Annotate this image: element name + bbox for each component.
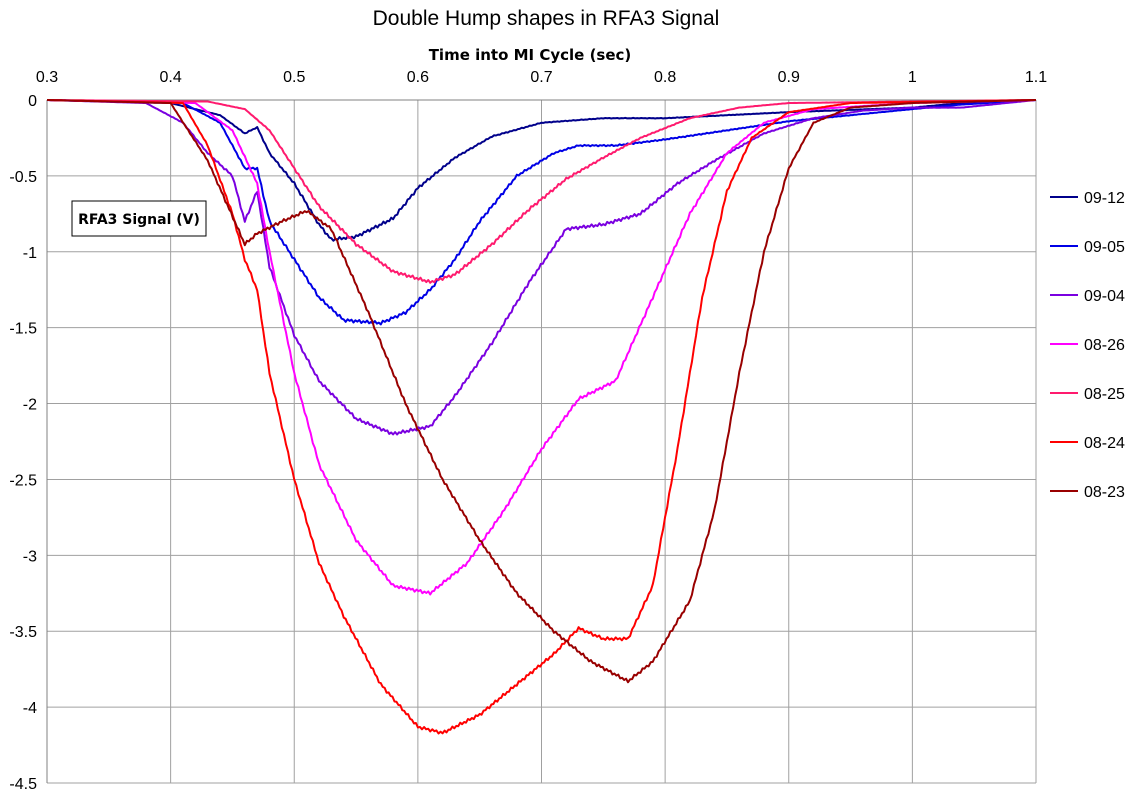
y-axis-label-frame <box>71 200 207 237</box>
y-tick-label: -4 <box>23 700 37 717</box>
chart-title: Double Hump shapes in RFA3 Signal <box>373 7 720 30</box>
legend-item: 09-12 <box>1050 190 1125 207</box>
y-tick-label: -3.5 <box>9 624 37 641</box>
series-line-08-23 <box>47 99 1036 684</box>
legend-label: 08-23 <box>1084 484 1125 501</box>
legend: 09-12 09-05 09-04 08-26 08-25 08-24 08-23 <box>1050 190 1125 501</box>
legend-label: 08-26 <box>1084 337 1125 354</box>
y-axis-label: RFA3 Signal (V) <box>78 212 200 228</box>
x-tick-label: 0.3 <box>36 69 58 86</box>
y-tick-label: 0 <box>28 93 37 110</box>
legend-label: 08-24 <box>1084 435 1125 452</box>
legend-label: 08-25 <box>1084 386 1125 403</box>
y-tick-label: -2.5 <box>9 472 37 489</box>
x-tick-label: 0.4 <box>160 69 182 86</box>
y-tick-labels: 0 -0.5 -1 -1.5 -2 -2.5 -3 -3.5 -4 -4.5 <box>9 93 37 793</box>
x-tick-label: 0.9 <box>778 69 800 86</box>
legend-label: 09-05 <box>1084 239 1125 256</box>
legend-label: 09-04 <box>1084 288 1125 305</box>
x-tick-label: 1.1 <box>1025 69 1047 86</box>
legend-item: 08-25 <box>1050 386 1125 403</box>
legend-item: 09-05 <box>1050 239 1125 256</box>
gridlines <box>46 99 1037 784</box>
y-tick-label: -2 <box>23 397 37 414</box>
x-axis-label: Time into MI Cycle (sec) <box>429 46 632 64</box>
series-line-09-04 <box>46 99 1037 436</box>
x-tick-label: 1 <box>908 69 917 86</box>
y-tick-label: -1 <box>23 245 37 262</box>
y-axis-label-box: RFA3 Signal (V) <box>71 200 207 237</box>
legend-item: 08-24 <box>1050 435 1125 452</box>
y-tick-label: -4.5 <box>9 776 37 793</box>
x-tick-label: 0.5 <box>283 69 305 86</box>
legend-item: 09-04 <box>1050 288 1125 305</box>
y-tick-label: -3 <box>23 548 37 565</box>
legend-label: 09-12 <box>1084 190 1125 207</box>
x-tick-label: 0.7 <box>530 69 552 86</box>
series-line-08-24 <box>47 99 1036 735</box>
y-tick-label: -1.5 <box>9 321 37 338</box>
x-tick-label: 0.8 <box>654 69 676 86</box>
x-tick-label: 0.6 <box>407 69 429 86</box>
legend-item: 08-23 <box>1050 484 1125 501</box>
x-tick-labels: 0.3 0.4 0.5 0.6 0.7 0.8 0.9 1 1.1 <box>36 69 1047 86</box>
plot-area <box>46 99 1037 735</box>
series-line-09-05 <box>47 99 1037 326</box>
legend-item: 08-26 <box>1050 337 1125 354</box>
y-tick-label: -0.5 <box>9 169 37 186</box>
